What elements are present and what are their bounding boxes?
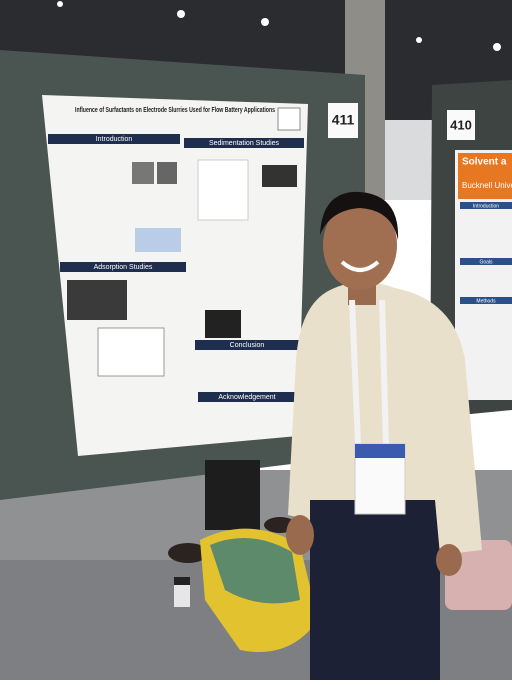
section-title: Introduction (96, 136, 133, 143)
ceiling-light (177, 10, 185, 18)
section-header (195, 340, 299, 350)
poster-header (458, 153, 512, 199)
section-header (460, 202, 512, 209)
shoe (168, 543, 208, 563)
lanyard (379, 299, 389, 446)
chart-figure (197, 159, 249, 221)
booth-number: 411 (332, 112, 355, 128)
backpack-panel (210, 537, 300, 604)
section-title: Goals (479, 259, 493, 265)
ceiling-light (57, 1, 63, 7)
lanyard (349, 299, 361, 446)
section-header (460, 297, 512, 304)
scatter-plot (97, 327, 165, 377)
hair (320, 191, 399, 240)
section-title: Sedimentation Studies (209, 140, 280, 147)
figure (132, 162, 154, 184)
hand (286, 515, 314, 555)
section-title: Acknowledgement (218, 394, 275, 401)
booth-sign (447, 110, 475, 140)
section-header (60, 262, 186, 272)
smile (340, 260, 380, 272)
institution: Bucknell University (462, 181, 512, 190)
booth-sign (328, 103, 358, 138)
section-title: Conclusion (230, 342, 265, 349)
hand (436, 544, 462, 576)
section-title: Introduction (473, 203, 499, 209)
section-header (198, 392, 296, 402)
chart-figure (262, 165, 297, 187)
background-person (205, 460, 260, 530)
badge-header (355, 444, 405, 458)
cup-lid (174, 577, 190, 585)
figure (205, 310, 241, 338)
ceiling-light (261, 18, 269, 26)
section-header (460, 258, 512, 265)
section-header (184, 138, 304, 148)
ceiling-light (416, 37, 422, 43)
poster-title: Solvent a (462, 157, 507, 168)
section-header (48, 134, 180, 144)
micrograph (67, 280, 127, 320)
table-figure (135, 228, 181, 252)
ceiling-light (493, 43, 501, 51)
booth-number: 410 (450, 117, 472, 132)
face (323, 200, 397, 290)
figure (157, 162, 177, 184)
poster-title: Influence of Surfactants on Electrode Sl… (75, 107, 275, 114)
logo (277, 107, 301, 131)
section-title: Adsorption Studies (94, 264, 153, 271)
section-title: Methods (476, 298, 496, 304)
